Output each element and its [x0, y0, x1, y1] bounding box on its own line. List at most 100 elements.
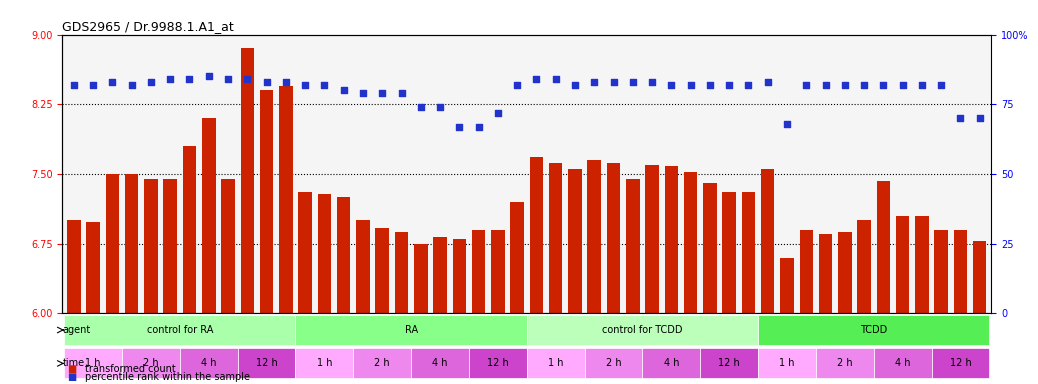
Bar	[414, 243, 428, 384]
Point	[142, 79, 159, 85]
Text: 2 h: 2 h	[375, 358, 390, 368]
Bar	[376, 228, 389, 384]
Bar	[318, 194, 331, 384]
Bar	[183, 146, 196, 384]
Bar	[916, 216, 929, 384]
Bar	[934, 230, 948, 384]
Bar	[260, 90, 273, 384]
Bar	[722, 192, 736, 384]
Point	[85, 82, 102, 88]
Text: GDS2965 / Dr.9988.1.A1_at: GDS2965 / Dr.9988.1.A1_at	[62, 20, 234, 33]
Bar	[857, 220, 871, 384]
Bar	[511, 202, 524, 384]
Bar	[549, 163, 563, 384]
Bar	[761, 169, 774, 384]
Point	[374, 90, 390, 96]
Bar	[607, 163, 621, 384]
Text: 1 h: 1 h	[548, 358, 564, 368]
Point	[104, 79, 120, 85]
Point	[412, 104, 429, 110]
Point	[663, 82, 680, 88]
Text: 1 h: 1 h	[317, 358, 332, 368]
FancyBboxPatch shape	[64, 315, 296, 345]
Point	[605, 79, 622, 85]
Bar	[819, 234, 832, 384]
Text: 12 h: 12 h	[487, 358, 509, 368]
FancyBboxPatch shape	[353, 348, 411, 379]
Point	[452, 124, 468, 130]
Point	[702, 82, 718, 88]
FancyBboxPatch shape	[701, 348, 758, 379]
FancyBboxPatch shape	[874, 348, 931, 379]
Bar	[67, 220, 81, 384]
Text: 1 h: 1 h	[85, 358, 101, 368]
FancyBboxPatch shape	[238, 348, 296, 379]
FancyBboxPatch shape	[296, 315, 526, 345]
Point	[200, 73, 217, 79]
FancyBboxPatch shape	[758, 348, 816, 379]
Text: 2 h: 2 h	[606, 358, 622, 368]
Bar	[896, 216, 909, 384]
Point	[644, 79, 660, 85]
Point	[65, 82, 82, 88]
Point	[182, 76, 198, 82]
Point	[585, 79, 602, 85]
Bar	[163, 179, 176, 384]
Point	[740, 82, 757, 88]
Text: 12 h: 12 h	[950, 358, 972, 368]
FancyBboxPatch shape	[180, 348, 238, 379]
Bar	[86, 222, 100, 384]
Bar	[337, 197, 351, 384]
Point	[817, 82, 834, 88]
Point	[895, 82, 911, 88]
Bar	[646, 165, 659, 384]
Point	[297, 82, 313, 88]
Text: 12 h: 12 h	[255, 358, 277, 368]
Text: RA: RA	[405, 325, 417, 335]
Point	[625, 79, 641, 85]
Bar	[202, 118, 216, 384]
FancyBboxPatch shape	[296, 348, 353, 379]
Bar	[241, 48, 254, 384]
Point	[239, 76, 255, 82]
Bar	[684, 172, 698, 384]
Bar	[529, 157, 543, 384]
Bar	[394, 232, 408, 384]
Point	[317, 82, 333, 88]
Text: percentile rank within the sample: percentile rank within the sample	[85, 372, 250, 382]
Text: 2 h: 2 h	[143, 358, 159, 368]
FancyBboxPatch shape	[931, 348, 989, 379]
Text: 4 h: 4 h	[201, 358, 217, 368]
Point	[432, 104, 448, 110]
FancyBboxPatch shape	[122, 348, 180, 379]
Bar	[144, 179, 158, 384]
Point	[855, 82, 872, 88]
Bar	[588, 160, 601, 384]
Text: 12 h: 12 h	[718, 358, 740, 368]
Point	[470, 124, 487, 130]
Bar	[799, 230, 813, 384]
Point	[258, 79, 275, 85]
Point	[952, 115, 968, 121]
FancyBboxPatch shape	[526, 315, 758, 345]
Text: TCDD: TCDD	[861, 325, 887, 335]
Bar	[568, 169, 581, 384]
Bar	[298, 192, 311, 384]
FancyBboxPatch shape	[643, 348, 701, 379]
Point	[972, 115, 988, 121]
Point	[760, 79, 776, 85]
Point	[837, 82, 853, 88]
Bar	[877, 181, 891, 384]
Point	[875, 82, 892, 88]
FancyBboxPatch shape	[411, 348, 469, 379]
Text: time: time	[62, 358, 85, 368]
Bar	[742, 192, 756, 384]
Point	[567, 82, 583, 88]
Bar	[433, 237, 446, 384]
Text: 4 h: 4 h	[895, 358, 910, 368]
Point	[798, 82, 815, 88]
Text: control for TCDD: control for TCDD	[602, 325, 683, 335]
Bar	[491, 230, 504, 384]
Point	[490, 109, 507, 116]
Bar	[838, 232, 851, 384]
